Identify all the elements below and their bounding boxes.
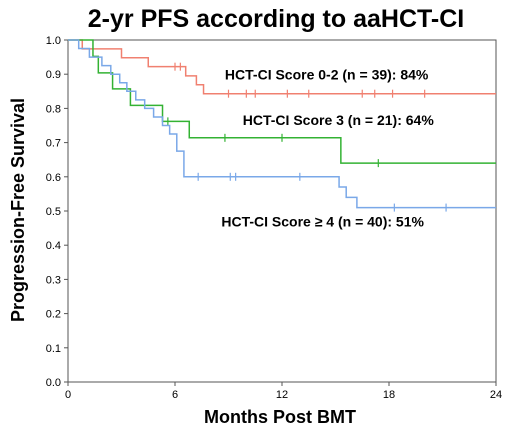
x-tick-label: 0 xyxy=(65,389,71,401)
x-tick-label: 24 xyxy=(490,389,502,401)
survival-curve-3 xyxy=(68,39,496,209)
y-tick-label: 1.0 xyxy=(46,35,61,47)
series-3 xyxy=(68,39,496,212)
x-axis-label: Months Post BMT xyxy=(204,407,356,427)
y-tick-label: 0.9 xyxy=(46,69,61,81)
y-axis-label: Progression-Free Survival xyxy=(8,98,28,322)
y-tick-label: 0.0 xyxy=(46,377,61,389)
y-tick-label: 0.5 xyxy=(46,206,61,218)
y-tick-label: 0.1 xyxy=(46,343,61,355)
y-tick-label: 0.4 xyxy=(46,240,61,252)
y-tick-label: 0.8 xyxy=(46,103,61,115)
annotation-layer: HCT-CI Score 0-2 (n = 39): 84% HCT-CI Sco… xyxy=(221,66,434,229)
x-tick-label: 6 xyxy=(172,389,178,401)
series-2 xyxy=(68,39,496,168)
y-tick-label: 0.3 xyxy=(46,274,61,286)
y-tick-label: 0.7 xyxy=(46,138,61,150)
x-tick-label: 12 xyxy=(276,389,288,401)
series-label-1: HCT-CI Score 0-2 (n = 39): 84% xyxy=(225,66,429,82)
y-tick-label: 0.2 xyxy=(46,309,61,321)
series-label-3: HCT-CI Score ≥ 4 (n = 40): 51% xyxy=(221,213,424,229)
y-tick-label: 0.6 xyxy=(46,172,61,184)
series-layer xyxy=(68,39,496,212)
x-tick-label: 18 xyxy=(383,389,395,401)
series-label-2: HCT-CI Score 3 (n = 21): 64% xyxy=(243,112,435,128)
chart-title: 2-yr PFS according to aaHCT-CI xyxy=(88,5,464,33)
axis-ticks: 0.0 0.1 0.2 0.3 0.4 0.5 0.6 0.7 0.8 0.9 1.0 0 6 12 18 2… xyxy=(46,35,502,401)
